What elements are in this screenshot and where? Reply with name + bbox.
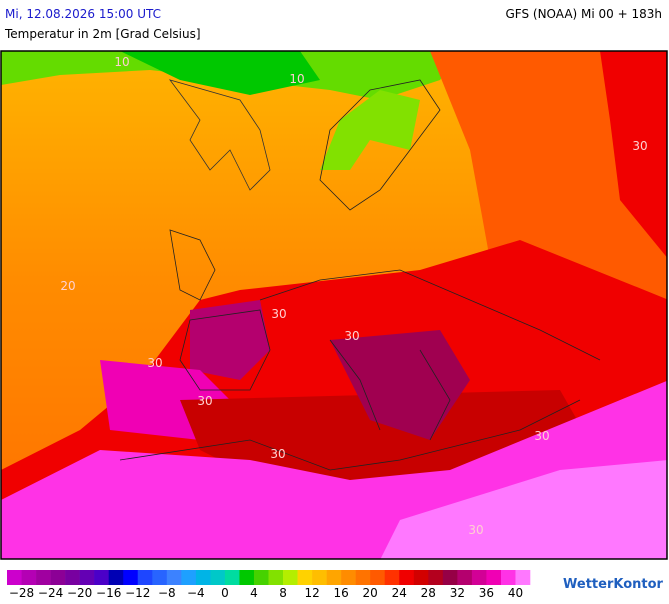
- legend-swatch: [123, 570, 139, 585]
- legend-swatch: [152, 570, 168, 585]
- legend-swatch: [399, 570, 415, 585]
- legend-swatch: [457, 570, 473, 585]
- contour-label: 30: [270, 447, 285, 461]
- contour-label: 30: [197, 394, 212, 408]
- legend-swatch: [297, 570, 313, 585]
- contour-label: 30: [632, 139, 647, 153]
- contour-label: 20: [60, 279, 75, 293]
- legend-tick-label: −8: [158, 586, 176, 600]
- legend-swatch: [355, 570, 371, 585]
- legend-swatch: [253, 570, 269, 585]
- legend-swatch: [50, 570, 66, 585]
- legend-swatch: [515, 570, 531, 585]
- legend-swatch: [210, 570, 226, 585]
- legend-tick-label: −16: [96, 586, 121, 600]
- legend-swatch: [239, 570, 255, 585]
- legend-tick-label: 40: [508, 586, 523, 600]
- legend-swatch: [224, 570, 240, 585]
- legend-swatch: [268, 570, 284, 585]
- contour-label: 10: [289, 72, 304, 86]
- valid-time: Mi, 12.08.2026 15:00 UTC: [5, 7, 161, 21]
- legend-swatch: [341, 570, 356, 585]
- contour-label: 30: [468, 523, 483, 537]
- legend-swatch: [7, 570, 22, 585]
- legend-tick-label: 28: [421, 586, 436, 600]
- color-legend: −28 −24 −20 −16 −12 −8 −4 0 4 8 12 16 20 24 28 32 36 40: [7, 570, 531, 600]
- legend-swatch: [326, 570, 342, 585]
- legend-swatch: [384, 570, 400, 585]
- legend-tick-label: 32: [450, 586, 465, 600]
- contour-label: 30: [344, 329, 359, 343]
- legend-tick-label: 20: [363, 586, 378, 600]
- legend-swatch: [471, 570, 487, 585]
- legend-swatch: [500, 570, 516, 585]
- legend-swatch: [195, 570, 211, 585]
- legend-swatch: [413, 570, 429, 585]
- legend-tick-label: −24: [38, 586, 63, 600]
- brand: WetterKontor: [563, 577, 664, 592]
- legend-swatch: [370, 570, 386, 585]
- legend-tick-label: −20: [67, 586, 92, 600]
- legend-tick-label: 12: [304, 586, 319, 600]
- legend-tick-label: 24: [392, 586, 407, 600]
- legend-swatch: [442, 570, 458, 585]
- legend-swatch: [137, 570, 153, 585]
- contour-label: 30: [534, 429, 549, 443]
- legend-tick-label: 4: [250, 586, 258, 600]
- legend-tick-label: 36: [479, 586, 494, 600]
- contour-label: 30: [271, 307, 286, 321]
- legend-swatch: [94, 570, 109, 585]
- legend-swatch: [428, 570, 444, 585]
- legend-swatch: [486, 570, 502, 585]
- legend-swatch: [166, 570, 182, 585]
- legend-swatch: [65, 570, 80, 585]
- legend-tick-label: −28: [9, 586, 34, 600]
- legend-tick-label: −4: [187, 586, 205, 600]
- legend-swatch: [312, 570, 327, 585]
- legend-swatch: [108, 570, 124, 585]
- legend-swatch: [283, 570, 298, 585]
- temperature-field: [1, 51, 667, 559]
- legend-swatch: [36, 570, 51, 585]
- legend-tick-label: −12: [125, 586, 150, 600]
- contour-label: 10: [114, 55, 129, 69]
- legend-tick-label: 8: [279, 586, 287, 600]
- map: 10 10 20 30 30 30 30 30 30 30 30: [0, 50, 668, 560]
- legend-swatch: [21, 570, 37, 585]
- legend-tick-label: 16: [333, 586, 348, 600]
- legend-tick-label: 0: [221, 586, 229, 600]
- model-run: GFS (NOAA) Mi 00 + 183h: [505, 7, 662, 21]
- parameter: Temperatur in 2m [Grad Celsius]: [4, 27, 201, 41]
- legend-swatch: [79, 570, 95, 585]
- contour-label: 30: [147, 356, 162, 370]
- legend-swatch: [181, 570, 197, 585]
